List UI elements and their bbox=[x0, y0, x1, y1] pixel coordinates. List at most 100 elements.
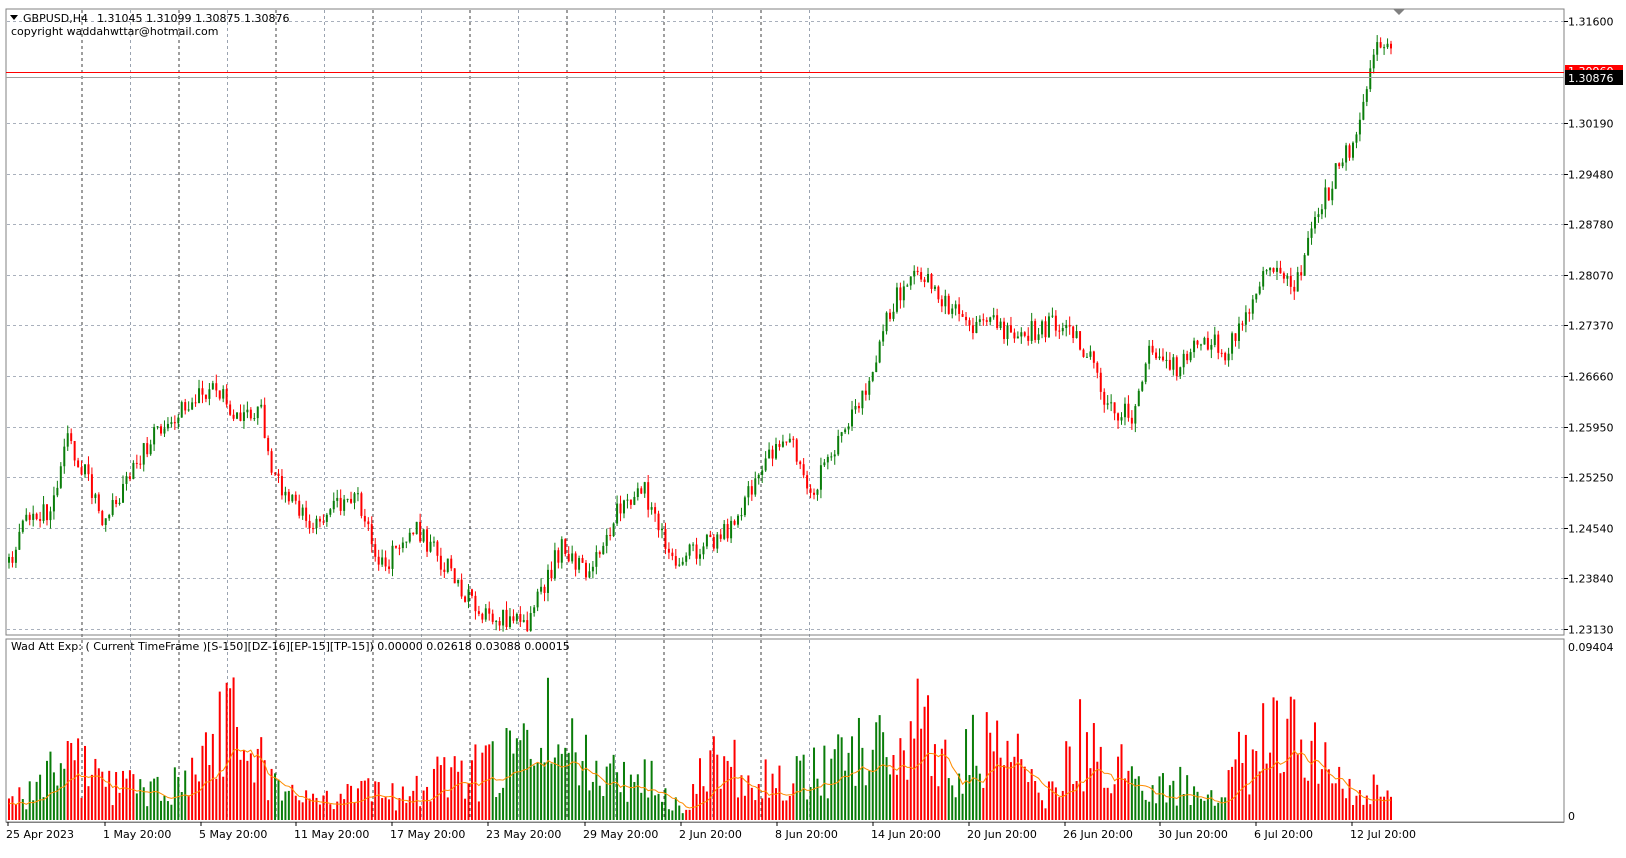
histogram-bar bbox=[1317, 783, 1320, 820]
histogram-bar bbox=[1224, 797, 1227, 820]
histogram-bar bbox=[1013, 756, 1016, 820]
histogram-bar bbox=[591, 781, 594, 820]
histogram-bar bbox=[1296, 753, 1299, 820]
histogram-bar bbox=[1255, 751, 1258, 820]
candle-body bbox=[643, 482, 646, 494]
symbol-dropdown-icon[interactable] bbox=[10, 15, 18, 20]
candle-body bbox=[1269, 267, 1272, 271]
histogram-bar bbox=[1117, 756, 1120, 820]
histogram-bar bbox=[277, 779, 280, 820]
histogram-bar bbox=[412, 790, 415, 820]
histogram-bar bbox=[128, 770, 131, 820]
candle-body bbox=[719, 534, 722, 539]
histogram-bar bbox=[999, 757, 1002, 820]
histogram-bar bbox=[515, 738, 518, 820]
histogram-bar bbox=[792, 783, 795, 820]
candle-body bbox=[336, 497, 339, 501]
candle-body bbox=[1134, 406, 1137, 424]
histogram-bar bbox=[920, 728, 923, 820]
histogram-bar bbox=[882, 732, 885, 820]
candle-body bbox=[699, 554, 701, 559]
candle-body bbox=[84, 464, 87, 475]
candle-body bbox=[356, 493, 359, 495]
candle-body bbox=[277, 473, 280, 477]
candle-body bbox=[246, 409, 249, 413]
price-tick-label: 1.27370 bbox=[1568, 320, 1614, 333]
candle-body bbox=[1123, 403, 1126, 418]
candle-body bbox=[785, 441, 788, 443]
histogram-bar bbox=[1006, 740, 1009, 820]
candle-body bbox=[1255, 293, 1258, 300]
candle-body bbox=[550, 569, 553, 579]
chart-shift-marker-icon[interactable] bbox=[1393, 9, 1405, 15]
histogram-bar bbox=[1096, 761, 1099, 820]
histogram-bar bbox=[1248, 794, 1251, 820]
histogram-bar bbox=[902, 750, 905, 820]
histogram-bar bbox=[163, 795, 166, 820]
histogram-bar bbox=[46, 760, 49, 820]
histogram-bar bbox=[1348, 778, 1351, 820]
histogram-bar bbox=[35, 781, 38, 820]
histogram-bar bbox=[602, 796, 605, 820]
histogram-bar bbox=[415, 775, 418, 820]
histogram-bar bbox=[674, 797, 677, 820]
candle-body bbox=[1286, 275, 1289, 279]
histogram-bar bbox=[495, 797, 498, 820]
histogram-bar bbox=[851, 736, 854, 820]
candle-body bbox=[591, 566, 594, 572]
candle-body bbox=[705, 534, 708, 547]
candle-body bbox=[1310, 228, 1313, 238]
candle-body bbox=[97, 494, 100, 512]
histogram-bar bbox=[274, 773, 277, 820]
histogram-bar bbox=[671, 810, 674, 820]
candle-body bbox=[1365, 89, 1368, 102]
candle-body bbox=[823, 462, 826, 466]
candle-body bbox=[622, 500, 625, 514]
candle-body bbox=[325, 514, 328, 522]
histogram-bar bbox=[360, 780, 363, 820]
histogram-bar bbox=[339, 793, 342, 820]
histogram-bar bbox=[1331, 783, 1334, 820]
histogram-bar bbox=[1009, 762, 1012, 820]
histogram-bar bbox=[21, 799, 24, 820]
candle-body bbox=[470, 589, 473, 596]
histogram-bar bbox=[1144, 799, 1147, 820]
candle-body bbox=[322, 521, 325, 523]
histogram-bar bbox=[1085, 732, 1088, 820]
candle-body bbox=[754, 478, 757, 495]
candle-body bbox=[1075, 331, 1078, 339]
candle-body bbox=[768, 449, 771, 459]
candle-body bbox=[965, 316, 968, 321]
candle-body bbox=[398, 547, 401, 549]
histogram-bar bbox=[401, 786, 404, 820]
candle-body bbox=[692, 544, 695, 546]
histogram-bar bbox=[847, 752, 850, 820]
histogram-bar bbox=[906, 779, 909, 820]
histogram-bar bbox=[688, 809, 691, 820]
candle-body bbox=[242, 412, 245, 421]
candle-body bbox=[892, 311, 895, 319]
candle-body bbox=[1199, 344, 1202, 346]
histogram-bar bbox=[436, 756, 439, 820]
candle-body bbox=[1165, 359, 1168, 361]
candle-body bbox=[930, 274, 933, 289]
histogram-bar bbox=[1203, 800, 1206, 820]
candle-body bbox=[267, 437, 270, 452]
histogram-bar bbox=[1210, 790, 1213, 820]
candle-body bbox=[1362, 101, 1365, 120]
price-tick-label: 1.25950 bbox=[1568, 422, 1614, 435]
candle-body bbox=[1265, 270, 1268, 272]
candle-body bbox=[1358, 119, 1361, 135]
candle-body bbox=[1289, 275, 1292, 287]
histogram-bar bbox=[177, 776, 180, 820]
candle-body bbox=[426, 529, 429, 552]
candle-body bbox=[982, 319, 985, 321]
histogram-bar bbox=[422, 790, 425, 820]
histogram-bar bbox=[536, 762, 539, 820]
histogram-bar bbox=[771, 773, 774, 820]
indicator-max-label: 0.09404 bbox=[1568, 641, 1614, 654]
candle-body bbox=[1085, 356, 1088, 358]
candle-body bbox=[1217, 334, 1220, 353]
candle-body bbox=[90, 474, 93, 498]
histogram-bar bbox=[1231, 766, 1234, 820]
